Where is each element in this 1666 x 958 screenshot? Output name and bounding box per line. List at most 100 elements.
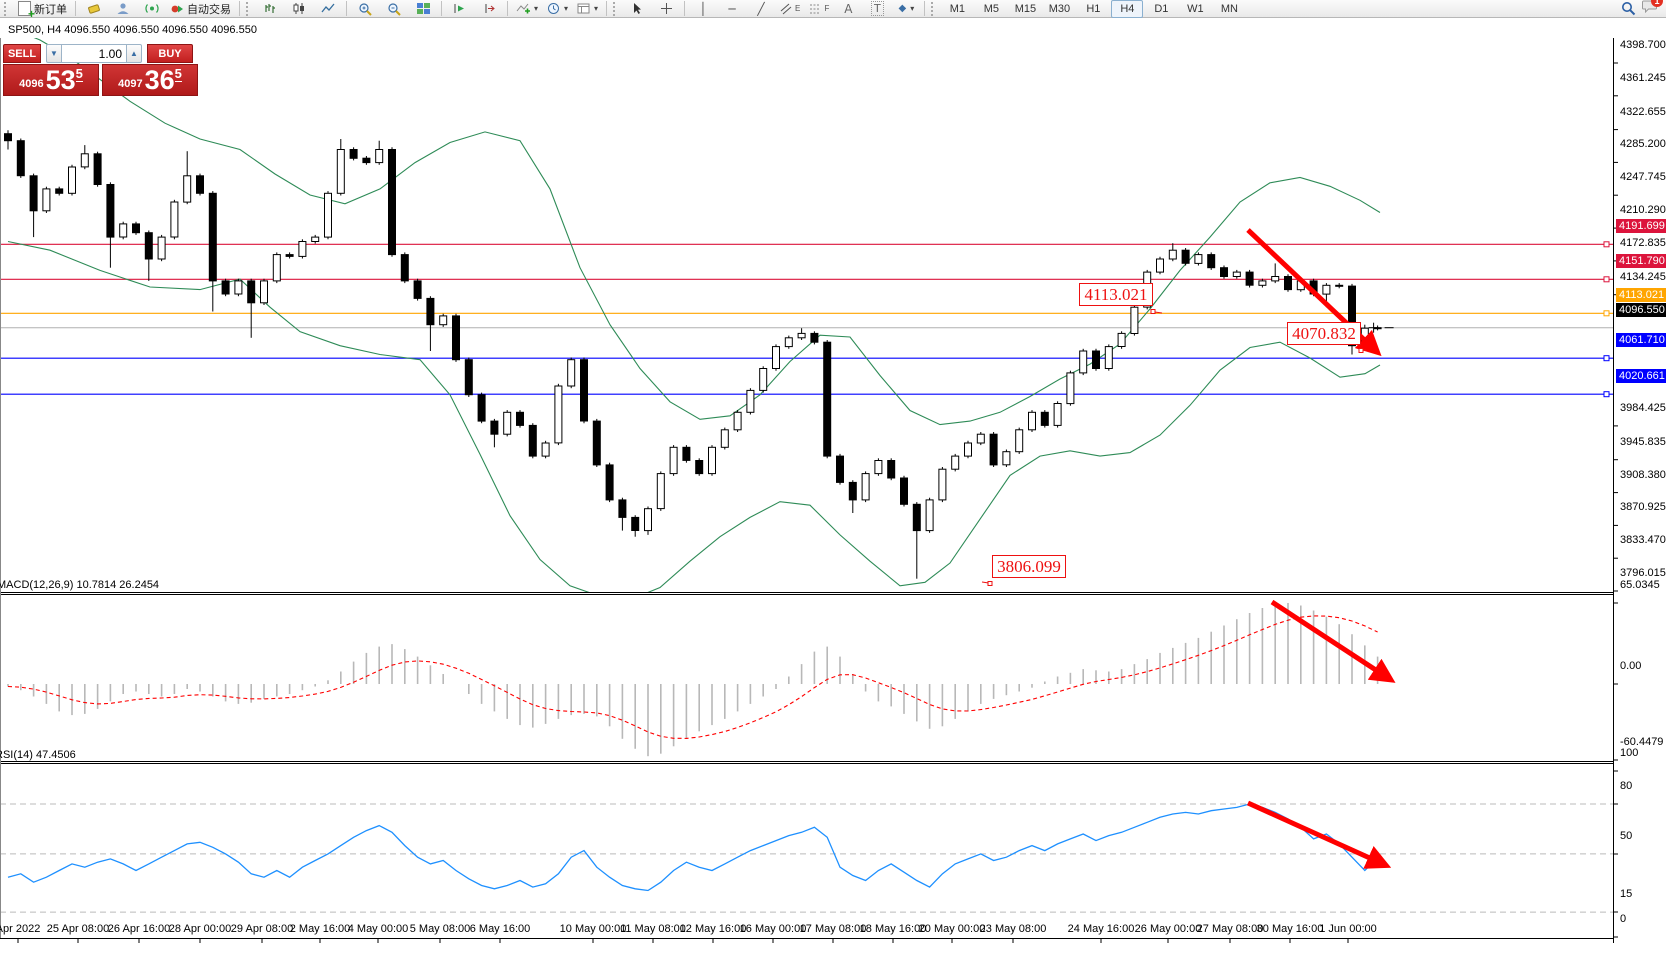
price-annotation[interactable]: 4113.021	[1079, 283, 1153, 306]
toolbar-grip[interactable]	[931, 1, 938, 16]
date-tick-label: 26 May 00:00	[1134, 923, 1202, 935]
publisher-icon	[117, 3, 129, 14]
line-chart-type-button[interactable]	[314, 0, 342, 18]
text-tool-button[interactable]: A	[834, 0, 862, 18]
volume-input[interactable]	[62, 44, 126, 63]
rsi-tick-label: 15	[1620, 888, 1633, 900]
price-annotation[interactable]: 3806.099	[992, 555, 1066, 578]
toolbar-grip[interactable]	[613, 1, 620, 16]
horizontal-level-lines[interactable]	[0, 241, 1613, 398]
price-level-badge: 4061.710	[1616, 333, 1666, 348]
cursor-tool-button[interactable]	[623, 0, 651, 18]
chart-shift-button[interactable]	[475, 0, 503, 18]
zoom-out-button[interactable]	[380, 0, 408, 18]
chart-symbol-title: SP500, H4 4096.550 4096.550 4096.550 409…	[8, 24, 257, 36]
volume-decrease-button[interactable]: ▼	[46, 44, 62, 63]
publisher-button[interactable]	[109, 0, 137, 18]
vertical-line-tool-button[interactable]: │	[689, 0, 717, 18]
one-click-trading-panel: SELL ▼ ▲ BUY 4096 53 5 4097 36 5	[3, 44, 198, 96]
separator	[346, 1, 347, 16]
sell-button[interactable]: SELL	[3, 44, 41, 63]
separator	[684, 1, 686, 16]
new-order-label: 新订单	[34, 3, 67, 16]
auto-scroll-button[interactable]	[446, 0, 474, 18]
price-tick-label: 3796.015	[1620, 567, 1666, 579]
date-tick-label: 30 May 16:00	[1256, 923, 1324, 935]
dropdown-arrow-icon: ▾	[534, 4, 539, 13]
toolbar-grip[interactable]	[4, 1, 11, 16]
dropdown-arrow-icon: ▾	[594, 4, 599, 13]
rsi-pane	[0, 803, 1613, 913]
date-tick-label: 17 May 08:00	[799, 923, 867, 935]
price-tick-label: 4247.745	[1620, 171, 1666, 184]
channel-tool-button[interactable]: E	[776, 0, 804, 18]
dropdown-arrow-icon: ▾	[910, 4, 915, 13]
timeframe-button-w1[interactable]: W1	[1187, 2, 1204, 15]
buy-button[interactable]: BUY	[147, 44, 193, 63]
sell-price-big: 53	[45, 65, 76, 95]
trendline-tool-button[interactable]: ╱	[747, 0, 775, 18]
price-tick-label: 4285.200	[1620, 138, 1666, 151]
trendline-icon: ╱	[757, 1, 765, 16]
timeframe-button-mn[interactable]: MN	[1220, 2, 1238, 15]
rsi-tick-label: 80	[1620, 780, 1633, 792]
axis-ticks	[17, 62, 1618, 943]
bar-chart-type-button[interactable]	[256, 0, 284, 18]
candle-chart-type-button[interactable]	[285, 0, 313, 18]
annotation-anchors	[981, 309, 1367, 586]
timeframe-button-m15[interactable]: M15	[1014, 2, 1037, 15]
timeframe-button-m5[interactable]: M5	[983, 2, 1000, 15]
trade-panel-price-row: 4096 53 5 4097 36 5	[3, 64, 198, 96]
signal-button[interactable]	[138, 0, 166, 18]
timeframe-button-h1[interactable]: H1	[1086, 2, 1101, 15]
timeframe-button-m1[interactable]: M1	[949, 2, 966, 15]
price-level-badge: 4020.661	[1616, 369, 1666, 384]
crosshair-tool-button[interactable]	[652, 0, 680, 18]
buy-price-display[interactable]: 4097 36 5	[102, 64, 198, 96]
autotrade-button[interactable]: 自动交易	[167, 0, 235, 18]
new-order-button[interactable]: + 新订单	[14, 0, 71, 20]
horizontal-line-tool-button[interactable]: ─	[718, 0, 746, 18]
timeframe-button-h4[interactable]: H4	[1111, 0, 1144, 18]
templates-button[interactable]: ▾	[573, 0, 602, 18]
price-tick-label: 4322.655	[1620, 105, 1666, 118]
zoom-in-button[interactable]	[351, 0, 379, 18]
timeframe-button-m30[interactable]: M30	[1048, 2, 1071, 15]
highlighter-button[interactable]	[80, 0, 108, 18]
price-tick-label: 3833.470	[1620, 534, 1666, 547]
price-tick-label: 3984.425	[1620, 401, 1666, 414]
text-label-tool-button[interactable]: T	[863, 0, 891, 18]
shapes-tool-button[interactable]: ◆ ▾	[892, 0, 920, 18]
timeframe-button-d1[interactable]: D1	[1154, 2, 1169, 15]
candlesticks	[4, 130, 1394, 579]
macd-pane	[7, 603, 1379, 757]
current-price-badge: 4096.550	[1616, 302, 1666, 317]
search-icon[interactable]	[1621, 1, 1636, 16]
price-annotation[interactable]: 4070.832	[1287, 322, 1361, 345]
toolbar-grip[interactable]	[246, 1, 253, 16]
fibonacci-tool-button[interactable]: F	[805, 0, 833, 18]
sell-price-prefix: 4096	[19, 78, 44, 90]
macd-indicator-label: MACD(12,26,9) 10.7814 26.2454	[0, 579, 160, 591]
volume-increase-button[interactable]: ▲	[126, 44, 142, 63]
main-toolbar: + 新订单 自动交易	[0, 0, 1666, 20]
date-tick-label: 16 May 00:00	[739, 923, 807, 935]
buy-price-prefix: 4097	[118, 78, 143, 90]
channel-glyph: E	[795, 4, 801, 13]
chart-canvas[interactable]	[0, 18, 1666, 958]
sell-price-display[interactable]: 4096 53 5	[3, 64, 99, 96]
date-tick-label: 26 Apr 16:00	[107, 923, 171, 935]
timeframe-toolbar: M1 M5 M15 M30 H1 H4 D1 W1 MN	[941, 0, 1245, 18]
tile-windows-button[interactable]	[409, 0, 437, 18]
indicators-button[interactable]: ▾	[512, 0, 542, 18]
notifications-button[interactable]: 1	[1642, 0, 1663, 18]
date-tick-label: 6 May 16:00	[469, 923, 531, 935]
horizontal-line-icon: ─	[728, 1, 736, 16]
date-tick-label: 11 May 08:00	[620, 923, 686, 935]
date-tick-label: 27 May 08:00	[1196, 923, 1264, 935]
date-tick-label: 1 Jun 00:00	[1319, 923, 1377, 935]
channel-icon	[780, 3, 792, 14]
periods-button[interactable]: ▾	[543, 0, 572, 18]
price-level-badge: 4113.021	[1616, 288, 1666, 303]
chart-window: SP500, H4 4096.550 4096.550 4096.550 409…	[0, 18, 1666, 943]
